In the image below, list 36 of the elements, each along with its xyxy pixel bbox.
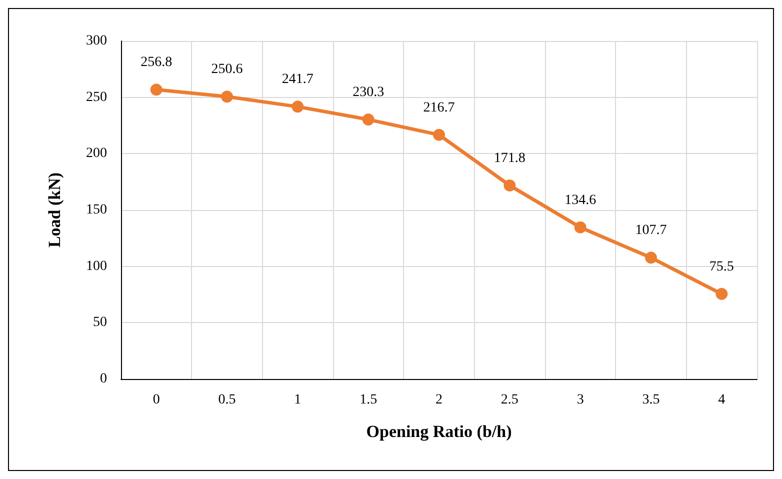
- data-label: 256.8: [140, 55, 172, 70]
- y-tick-label: 100: [86, 258, 107, 274]
- point: [574, 221, 586, 234]
- x-axis-title: Opening Ratio (b/h): [366, 422, 512, 441]
- data-label: 107.7: [635, 223, 667, 238]
- y-tick-label: 150: [86, 202, 107, 218]
- x-tick-label: 2: [436, 392, 442, 408]
- data-label: 171.8: [494, 150, 526, 166]
- point: [433, 128, 445, 141]
- point: [292, 100, 304, 113]
- x-tick-label: 0.5: [218, 392, 236, 408]
- point: [504, 179, 516, 192]
- data-label: 241.7: [282, 72, 314, 88]
- x-tick-label: 0: [152, 392, 160, 408]
- y-tick-label: 50: [93, 315, 107, 330]
- x-tick-label: 1: [294, 392, 302, 408]
- point: [716, 288, 728, 300]
- y-tick-label: 250: [86, 90, 107, 105]
- y-axis-title: Load (kN): [45, 172, 64, 248]
- x-tick-label: 1.5: [360, 392, 378, 408]
- point: [150, 84, 162, 96]
- point: [645, 252, 657, 264]
- x-tick-label: 3: [576, 392, 584, 408]
- x-tick-label: 2.5: [500, 392, 518, 408]
- point: [221, 90, 233, 103]
- y-tick-label: 300: [86, 34, 107, 48]
- y-tick-label: 200: [86, 146, 107, 162]
- point: [362, 114, 374, 126]
- x-tick-label: 3.5: [642, 392, 660, 408]
- data-label: 134.6: [564, 192, 596, 208]
- y-tick-label: 0: [100, 372, 107, 386]
- data-label: 230.3: [352, 85, 384, 100]
- data-label: 250.6: [211, 62, 243, 78]
- data-label: 216.7: [423, 100, 455, 116]
- x-tick-label: 4: [718, 392, 726, 408]
- data-label: 75.5: [709, 259, 734, 274]
